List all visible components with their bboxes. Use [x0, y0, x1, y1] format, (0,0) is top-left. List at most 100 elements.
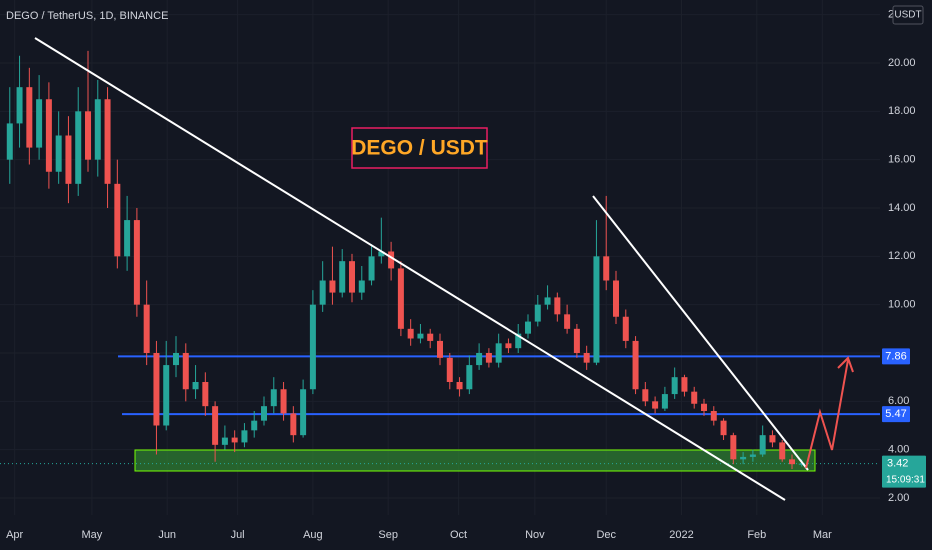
candle-body	[94, 99, 101, 160]
candle-body	[319, 280, 326, 305]
candle-body	[710, 411, 717, 421]
candle-body	[505, 343, 512, 349]
candle-body	[681, 377, 688, 392]
candle-body	[349, 261, 355, 293]
x-tick-label: Jun	[158, 529, 176, 541]
candle-body	[388, 251, 395, 269]
x-tick-label: Apr	[6, 529, 23, 541]
axes: 2.004.006.008.0010.0012.0014.0016.0018.0…	[6, 5, 926, 541]
candle-body	[495, 343, 502, 363]
candle-body	[124, 220, 131, 257]
candle-body	[261, 406, 267, 421]
candle-body	[280, 389, 287, 414]
trend-line	[34, 37, 786, 501]
x-tick-label: Feb	[747, 529, 766, 541]
y-tick-label: 18.00	[888, 105, 916, 117]
y-tick-label: 6.00	[888, 395, 909, 407]
x-tick-label: Nov	[525, 529, 545, 541]
candle-body	[231, 437, 238, 443]
support-zone	[134, 449, 816, 472]
candle-body	[798, 463, 805, 465]
candle-body	[309, 304, 316, 390]
candle-body	[476, 353, 483, 366]
candle-body	[114, 183, 121, 257]
candle-body	[661, 394, 668, 409]
candle-body	[437, 340, 443, 358]
candle-body	[691, 391, 698, 404]
candle-body	[730, 435, 737, 460]
projection-arrow	[805, 359, 849, 469]
candle-body	[573, 328, 580, 353]
candle-body	[603, 256, 610, 281]
last-price-badge	[882, 455, 926, 488]
candle-body	[622, 316, 629, 341]
candle-body	[525, 321, 531, 334]
candle-body	[564, 314, 571, 329]
candle-body	[221, 437, 228, 445]
candle-body	[329, 280, 336, 293]
candle-body	[671, 377, 678, 395]
candle-body	[36, 99, 43, 148]
candle-body	[153, 353, 160, 426]
candle-body	[85, 111, 91, 160]
grid	[0, 0, 880, 515]
candle-body	[104, 99, 111, 184]
candle-body	[613, 280, 619, 317]
y-tick-label: 4.00	[888, 444, 909, 456]
chart-title: DEGO / TetherUS, 1D, BINANCE	[6, 10, 168, 22]
candle-body	[554, 297, 561, 315]
candle-body	[740, 456, 747, 460]
trend-line	[592, 195, 809, 471]
currency: USDT	[894, 10, 921, 21]
candle-body	[45, 99, 52, 172]
x-tick-label: Sep	[378, 529, 398, 541]
annotation-box	[351, 127, 488, 169]
level-label: 5.47	[885, 408, 906, 420]
candle-body	[583, 353, 590, 363]
candle-body	[368, 256, 375, 281]
last-price-label: 3.42	[887, 458, 908, 470]
candle-body	[789, 459, 795, 465]
candle-body	[358, 280, 365, 293]
y-tick-label: 2.00	[888, 492, 909, 504]
y-tick-label: 16.00	[888, 154, 916, 166]
y-tick-label: 20.00	[888, 57, 916, 69]
candle-body	[779, 442, 786, 460]
candle-body	[173, 353, 179, 366]
level-badge	[882, 406, 910, 423]
x-tick-label: May	[82, 529, 103, 541]
candle-body	[6, 123, 13, 160]
y-tick-label: 12.00	[888, 250, 916, 262]
candle-body	[407, 328, 414, 339]
candle-body	[26, 87, 33, 148]
x-tick-label: 2022	[669, 529, 693, 541]
y-tick-label: 10.00	[888, 299, 916, 311]
candle-body	[642, 389, 649, 402]
candle-body	[632, 340, 639, 390]
candle-body	[270, 389, 277, 407]
candle-body	[769, 435, 776, 443]
candle-body	[16, 87, 23, 124]
candle-body	[378, 251, 385, 257]
candle-body	[251, 420, 258, 431]
candle-body	[749, 454, 756, 457]
candle-body	[427, 333, 434, 341]
candles	[6, 50, 805, 469]
candle-body	[652, 401, 659, 409]
candle-body	[446, 357, 453, 382]
candle-body	[202, 382, 209, 407]
candle-body	[133, 220, 140, 305]
candle-body	[300, 389, 307, 436]
candle-body	[163, 365, 170, 426]
candle-body	[192, 382, 199, 390]
candle-body	[212, 406, 219, 445]
candle-body	[339, 261, 346, 293]
candle-body	[65, 135, 72, 184]
y-tick-label: 14.00	[888, 202, 916, 214]
level-label: 7.86	[885, 350, 906, 362]
candle-body	[485, 353, 492, 363]
candle-body	[143, 304, 150, 353]
candle-body	[701, 403, 707, 411]
candle-body	[466, 365, 473, 390]
